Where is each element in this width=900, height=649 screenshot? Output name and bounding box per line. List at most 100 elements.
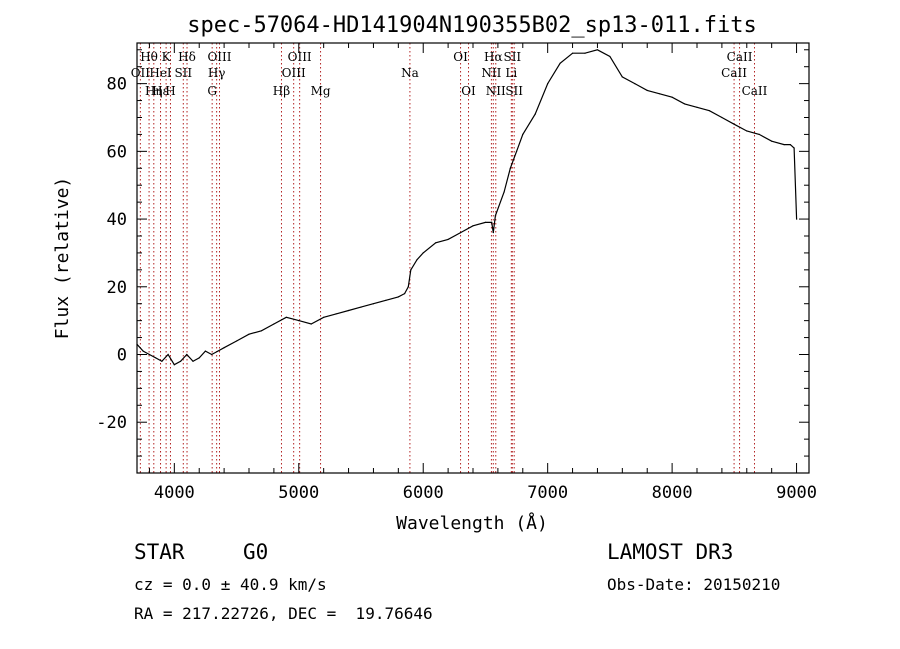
line-marker-label-5: K: [162, 50, 172, 64]
data-point-41: [494, 215, 496, 217]
series-flux: [136, 49, 798, 366]
series-group: [136, 49, 798, 366]
line-markers: [139, 43, 755, 473]
line-marker-label-23: Li: [505, 66, 517, 80]
data-point-55: [646, 89, 648, 91]
y-tick-label-4: 60: [107, 142, 127, 162]
line-marker-label-21: NII: [486, 84, 506, 98]
data-point-65: [771, 140, 773, 142]
data-point-19: [285, 316, 287, 318]
data-point-69: [796, 218, 798, 220]
data-point-11: [204, 350, 206, 352]
line-marker-label-20: NII: [481, 66, 501, 80]
data-point-49: [572, 52, 574, 54]
data-point-64: [758, 133, 760, 135]
data-point-29: [404, 293, 406, 295]
data-point-34: [435, 242, 437, 244]
data-point-2: [148, 353, 150, 356]
data-point-38: [484, 221, 486, 223]
data-point-37: [472, 225, 474, 227]
line-marker-label-17: OI: [453, 50, 468, 64]
data-point-3: [155, 357, 157, 359]
data-point-67: [789, 144, 791, 146]
data-point-18: [273, 323, 275, 325]
data-point-8: [186, 353, 188, 356]
data-point-30: [407, 286, 409, 288]
data-point-32: [416, 259, 418, 261]
data-point-43: [509, 167, 511, 169]
line-marker-label-18: OI: [461, 84, 476, 98]
data-point-56: [659, 93, 661, 95]
plot-frame: [136, 42, 810, 474]
data-point-20: [298, 320, 300, 322]
line-marker-label-11: G: [207, 84, 217, 98]
data-point-50: [584, 52, 586, 54]
y-tick-label-1: 0: [117, 345, 127, 365]
line-marker-label-16: Na: [401, 66, 419, 80]
line-marker-label-27: CaII: [742, 84, 768, 98]
x-axis-label: Wavelength (Å): [396, 512, 548, 534]
y-tick-label-0: -20: [96, 413, 127, 433]
data-point-22: [323, 316, 325, 318]
data-point-44: [516, 150, 518, 152]
data-point-12: [211, 353, 213, 356]
line-marker-label-24: SII: [505, 84, 523, 98]
data-point-42: [503, 191, 505, 193]
line-marker-label-15: Mg: [311, 84, 331, 98]
line-marker-label-6: H: [165, 84, 175, 98]
object-class: STAR: [134, 540, 185, 564]
data-point-68: [793, 147, 795, 149]
data-point-48: [559, 62, 561, 64]
line-marker-label-3: HeI: [149, 66, 172, 80]
data-point-47: [547, 83, 549, 85]
data-point-58: [684, 103, 686, 105]
line-marker-label-7: SII: [174, 66, 192, 80]
x-tick-label-5: 9000: [776, 483, 817, 503]
data-point-61: [721, 116, 723, 119]
line-marker-label-2: Hη: [145, 84, 163, 98]
line-marker-label-13: OIII: [288, 50, 312, 64]
data-point-35: [447, 238, 449, 240]
x-tick-label-0: 4000: [154, 483, 195, 503]
data-point-66: [783, 144, 785, 146]
data-point-5: [167, 353, 169, 356]
data-point-57: [671, 96, 673, 98]
object-subclass: G0: [243, 540, 269, 564]
data-point-45: [522, 133, 524, 135]
data-point-4: [161, 360, 163, 362]
data-point-23: [335, 313, 337, 315]
observation-date: Obs-Date: 20150210: [607, 575, 781, 594]
line-marker-label-14: OIII: [282, 66, 306, 80]
data-point-31: [410, 269, 412, 271]
data-point-53: [621, 76, 623, 78]
data-point-40: [492, 232, 494, 234]
data-point-63: [746, 130, 748, 132]
data-point-60: [708, 110, 711, 112]
line-marker-labels: Hθ OII Hη HeI Hε K H SII Hδ OIII Hγ G Hβ OIII OIII Mg Na…: [131, 50, 768, 98]
line-marker-label-22: SII: [503, 50, 521, 64]
data-point-1: [142, 350, 144, 352]
data-point-28: [397, 296, 399, 298]
x-tick-label-4: 8000: [652, 483, 693, 503]
line-marker-label-0: Hθ: [140, 50, 158, 64]
x-tick-label-1: 5000: [278, 483, 319, 503]
y-axis-label: Flux (relative): [52, 177, 73, 340]
data-point-54: [634, 83, 636, 85]
axis-ticks: 4000 5000 6000 7000 8000 9000 -20 0 20 40 60 80: [96, 43, 817, 503]
data-point-51: [596, 49, 599, 51]
data-point-33: [422, 252, 424, 254]
line-marker-label-26: CaII: [721, 66, 747, 80]
line-marker-label-1: OII: [131, 66, 151, 80]
data-point-13: [217, 350, 219, 352]
y-tick-label-5: 80: [107, 75, 127, 95]
survey-name: LAMOST DR3: [607, 540, 734, 564]
data-point-17: [260, 330, 262, 332]
redshift-cz: cz = 0.0 ± 40.9 km/s: [134, 575, 327, 594]
data-point-16: [248, 333, 250, 335]
line-marker-label-25: CaII: [727, 50, 753, 64]
line-marker-label-8: Hδ: [178, 50, 196, 64]
line-marker-label-10: Hγ: [208, 66, 226, 80]
data-point-10: [198, 357, 200, 359]
data-point-6: [173, 364, 175, 366]
